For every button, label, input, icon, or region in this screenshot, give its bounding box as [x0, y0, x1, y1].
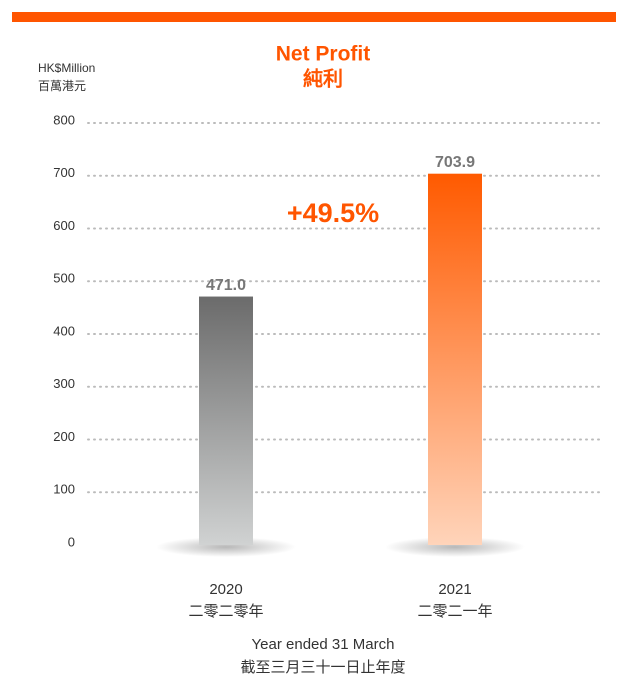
- x-axis-label: Year ended 31 March: [252, 636, 395, 653]
- y-tick-label: 400: [53, 323, 75, 338]
- bar-shadow: [156, 537, 296, 557]
- y-tick-label: 600: [53, 218, 75, 233]
- chart-title: Net Profit: [276, 43, 371, 66]
- y-tick-label: 500: [53, 271, 75, 286]
- annotation: +49.5%: [287, 198, 379, 228]
- value-label: 471.0: [206, 277, 246, 294]
- y-tick-label: 0: [68, 534, 75, 549]
- top-band: [12, 12, 616, 22]
- bar-shadow: [385, 537, 525, 557]
- bar: [199, 296, 253, 545]
- chart-title-zh: 純利: [303, 66, 343, 90]
- y-tick-label: 800: [53, 112, 75, 127]
- x-tick-label: 2020: [209, 581, 242, 598]
- x-tick-label-zh: 二零二一年: [417, 603, 492, 620]
- x-tick-label-zh: 二零二零年: [188, 603, 263, 620]
- y-tick-label: 700: [53, 165, 75, 180]
- x-tick-label: 2021: [438, 581, 471, 598]
- y-axis-label: HK$Million: [38, 61, 95, 75]
- y-tick-label: 100: [53, 482, 75, 497]
- value-label: 703.9: [435, 154, 475, 171]
- bar: [428, 173, 482, 545]
- y-tick-label: 200: [53, 429, 75, 444]
- x-axis-label-zh: 截至三月三十一日止年度: [240, 659, 405, 676]
- y-tick-label: 300: [53, 376, 75, 391]
- y-axis-label-zh: 百萬港元: [38, 79, 86, 93]
